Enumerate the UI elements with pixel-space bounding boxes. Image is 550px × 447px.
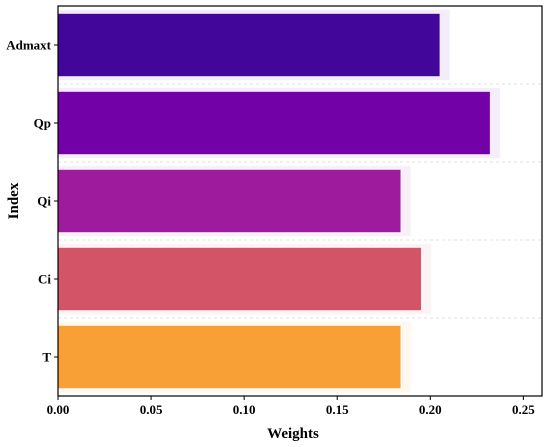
x-tick-label: 0.10 — [233, 402, 256, 417]
x-tick-label: 0.00 — [47, 402, 70, 417]
bar — [58, 169, 401, 233]
y-tick-label: Admaxt — [6, 38, 51, 53]
x-tick-label: 0.15 — [326, 402, 349, 417]
bar — [58, 91, 490, 155]
y-tick-label: T — [42, 350, 51, 365]
bar — [58, 13, 440, 77]
x-tick-label: 0.20 — [419, 402, 442, 417]
y-tick-label: Ci — [38, 272, 51, 287]
grid-lines — [58, 83, 542, 319]
x-tick-label: 0.25 — [512, 402, 535, 417]
y-axis-label: Index — [6, 182, 22, 219]
bars — [58, 9, 500, 393]
y-ticks: Admaxt Qp Qi Ci T — [6, 38, 58, 365]
bar — [58, 247, 421, 311]
x-ticks: 0.00 0.05 0.10 0.15 0.20 0.25 — [47, 396, 535, 417]
y-tick-label: Qi — [37, 194, 51, 209]
x-tick-label: 0.05 — [140, 402, 163, 417]
bar — [58, 325, 401, 389]
x-axis-label: Weights — [267, 426, 319, 442]
y-tick-label: Qp — [34, 116, 51, 131]
